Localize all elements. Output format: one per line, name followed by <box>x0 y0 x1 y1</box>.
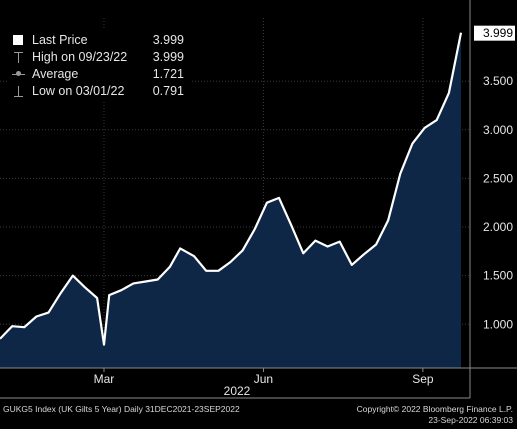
legend-value: 3.999 <box>152 33 184 47</box>
timestamp-text: 23-Sep-2022 06:39:03 <box>428 415 513 425</box>
legend-value: 1.721 <box>152 67 184 81</box>
axes <box>0 0 517 399</box>
x-year-label: 2022 <box>224 384 251 398</box>
x-tick-label: Sep <box>412 372 434 386</box>
y-tick-label: 3.000 <box>483 123 513 137</box>
x-tick-label: Mar <box>94 372 115 386</box>
legend-value: 0.791 <box>152 84 184 98</box>
high-marker-icon <box>12 51 26 64</box>
legend-label: Low on 03/01/22 <box>32 84 125 98</box>
x-tick-label: Jun <box>254 372 273 386</box>
low-marker-icon <box>12 85 26 98</box>
last-price-tag-label: 3.999 <box>483 26 513 40</box>
chart-legend: Last Price 3.999 High on 09/23/22 3.999 … <box>8 30 190 102</box>
average-marker-icon <box>12 68 26 81</box>
legend-row-low: Low on 03/01/22 0.791 <box>12 83 184 100</box>
price-area-fill <box>0 32 461 368</box>
y-tick-label: 1.000 <box>483 317 513 331</box>
legend-value: 3.999 <box>152 50 184 64</box>
legend-row-high: High on 09/23/22 3.999 <box>12 49 184 66</box>
legend-row-last-price: Last Price 3.999 <box>12 32 184 49</box>
copyright-text: Copyright© 2022 Bloomberg Finance L.P. <box>356 404 513 414</box>
footer-source: GUKG5 Index (UK Gilts 5 Year) Daily 31DE… <box>3 404 240 414</box>
legend-label: Last Price <box>32 33 88 47</box>
y-tick-label: 2.000 <box>483 220 513 234</box>
legend-label: High on 09/23/22 <box>32 50 128 64</box>
footer-copyright: Copyright© 2022 Bloomberg Finance L.P. 2… <box>357 404 513 426</box>
legend-label: Average <box>32 67 79 81</box>
price-line <box>0 32 463 346</box>
legend-row-average: Average 1.721 <box>12 66 184 83</box>
square-icon <box>12 34 26 47</box>
y-tick-label: 2.500 <box>483 171 513 185</box>
last-price-tag <box>474 25 515 41</box>
tick-labels: 1.000 1.500 2.000 2.500 3.000 3.500 Mar Jun Sep 2… <box>94 25 515 398</box>
y-tick-label: 3.500 <box>483 74 513 88</box>
y-tick-label: 1.500 <box>483 269 513 283</box>
